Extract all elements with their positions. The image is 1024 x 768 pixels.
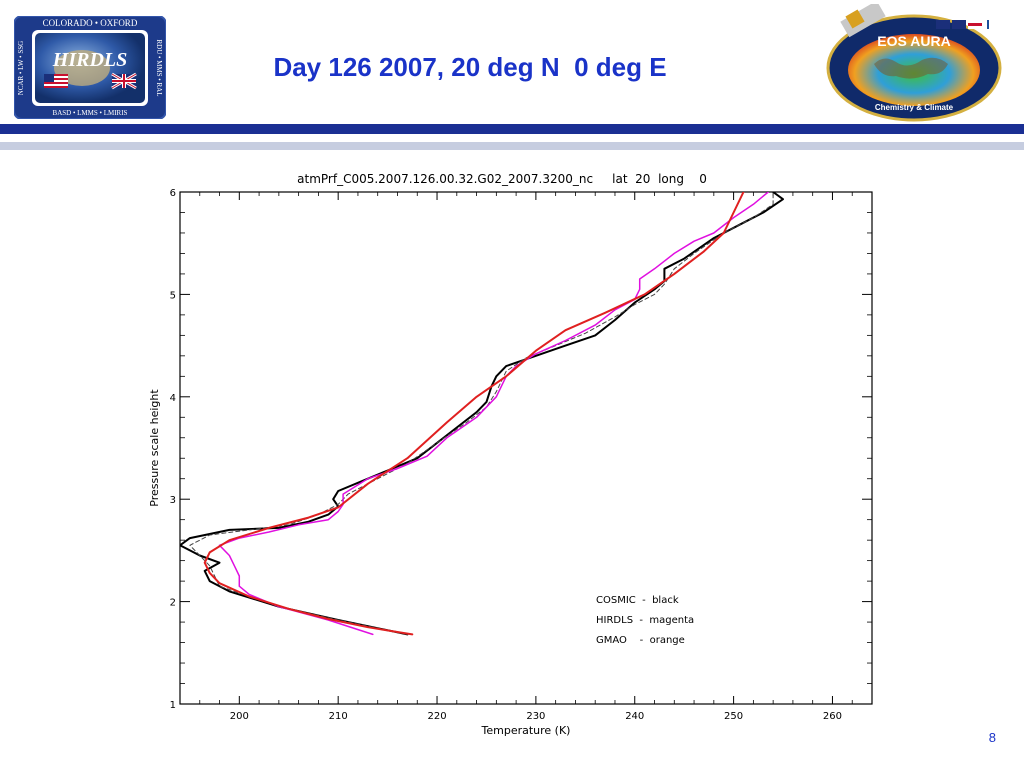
legend-entry: GMAO - orange	[596, 635, 685, 646]
y-tick-label: 5	[170, 290, 176, 301]
legend-entry: HIRDLS - magenta	[596, 615, 694, 626]
x-tick-label: 240	[625, 711, 644, 722]
hirdls-logo-right-text: RDU • MMS • RAL	[155, 39, 163, 96]
hirdls-logo-left-text: NCAR • LW • SSG	[17, 41, 25, 95]
us-flag-icon	[44, 74, 68, 88]
x-tick-label: 250	[724, 711, 743, 722]
header-divider	[0, 124, 1024, 134]
y-axis-label: Pressure scale height	[148, 389, 161, 507]
aura-logo-name: EOS AURA	[877, 33, 950, 49]
x-tick-label: 230	[526, 711, 545, 722]
hirdls-logo-name: HIRDLS	[52, 49, 127, 71]
plot-frame	[179, 191, 873, 705]
y-tick-label: 6	[170, 188, 176, 199]
y-tick-label: 3	[170, 495, 176, 506]
eos-aura-logo: EOS AURA Chemistry & Climate	[826, 4, 1002, 122]
page-number: 8	[988, 730, 996, 745]
uk-flag-icon	[111, 72, 137, 90]
hirdls-logo: COLORADO • OXFORD BASD • LMMS • LMIRIS N…	[14, 16, 166, 119]
series-line-gmao	[203, 192, 745, 636]
x-tick-label: 210	[329, 711, 348, 722]
axes: 200 210 220 230 240 250 260 1 2 3 4 5 6	[170, 188, 873, 722]
y-tick-label: 1	[170, 700, 176, 711]
series-lines	[180, 192, 784, 636]
header-divider-light	[0, 142, 1024, 150]
series-line-hirdls	[218, 192, 769, 636]
hirdls-logo-bottom-text: BASD • LMMS • LMIRIS	[53, 109, 128, 117]
x-axis-label: Temperature (K)	[481, 724, 571, 737]
x-tick-label: 200	[230, 711, 249, 722]
x-tick-label: 220	[427, 711, 446, 722]
chart-title: atmPrf_C005.2007.126.00.32.G02_2007.3200…	[297, 172, 707, 186]
temperature-profile-chart: atmPrf_C005.2007.126.00.32.G02_2007.3200…	[148, 172, 873, 737]
legend: COSMIC - black HIRDLS - magenta GMAO - ora…	[596, 595, 694, 646]
slide-title: Day 126 2007, 20 deg N 0 deg E	[273, 52, 667, 82]
x-tick-label: 260	[823, 711, 842, 722]
y-tick-label: 4	[170, 393, 176, 404]
legend-entry: COSMIC - black	[596, 595, 679, 606]
y-tick-label: 2	[170, 598, 176, 609]
aura-logo-caption: Chemistry & Climate	[875, 103, 954, 112]
hirdls-logo-top-text: COLORADO • OXFORD	[43, 18, 138, 28]
